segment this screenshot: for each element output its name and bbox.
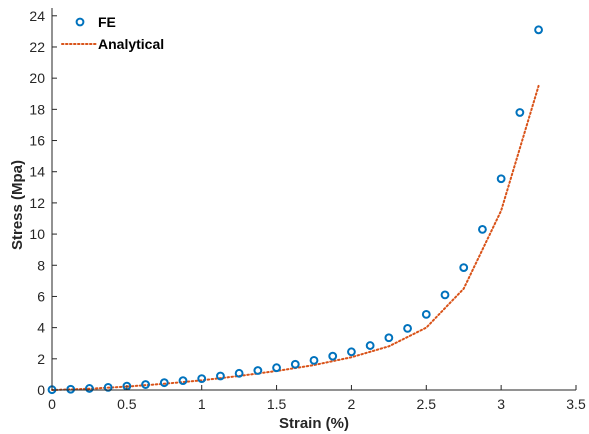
fe-data-point — [421, 309, 431, 319]
fe-data-point — [159, 378, 169, 388]
x-axis-label: Strain (%) — [279, 415, 349, 432]
x-tick-label: 1.5 — [267, 396, 287, 412]
fe-data-point — [403, 324, 412, 333]
y-tick-label: 14 — [29, 164, 45, 180]
legend-analytical-label: Analytical — [98, 36, 164, 52]
y-tick-label: 12 — [29, 195, 45, 211]
fe-data-point — [347, 347, 356, 357]
y-tick-label: 8 — [37, 257, 45, 273]
fe-data-point — [234, 368, 244, 378]
fe-data-point — [66, 384, 76, 394]
legend: FE Analytical — [61, 14, 164, 52]
x-tick-label: 2 — [348, 396, 356, 412]
fe-data-point — [85, 384, 94, 393]
y-tick-label: 16 — [29, 133, 45, 149]
y-tick-label: 20 — [29, 70, 45, 86]
fe-data-point — [496, 174, 506, 184]
x-tick-label: 0 — [48, 396, 56, 412]
x-tick-label: 0.5 — [117, 396, 137, 412]
fe-data-point — [328, 351, 338, 361]
x-axis: 0 0.5 1 1.5 2 2.5 3 3.5 — [48, 385, 586, 412]
fe-data-point — [478, 225, 487, 234]
legend-fe-marker — [75, 17, 85, 27]
y-tick-label: 2 — [37, 351, 45, 367]
y-tick-label: 22 — [29, 39, 45, 55]
fe-data-point — [290, 359, 300, 369]
fe-data-point — [459, 263, 469, 273]
fe-data-point — [253, 366, 263, 375]
fe-data-point — [103, 382, 113, 392]
x-tick-label: 1 — [198, 396, 206, 412]
y-tick-label: 6 — [37, 288, 45, 304]
fe-data-point — [216, 371, 225, 381]
fe-data-point — [515, 108, 525, 117]
x-tick-label: 2.5 — [417, 396, 437, 412]
analytical-series-line — [51, 84, 540, 391]
legend-fe-label: FE — [98, 14, 116, 30]
x-tick-label: 3 — [497, 396, 505, 412]
fe-data-point — [534, 25, 543, 35]
y-axis-label: Stress (Mpa) — [9, 160, 26, 250]
x-tick-label: 3.5 — [566, 396, 586, 412]
fe-data-point — [197, 374, 207, 384]
fe-data-point — [309, 355, 319, 365]
y-tick-label: 24 — [29, 8, 45, 24]
fe-data-point — [178, 376, 188, 386]
fe-data-point — [141, 380, 150, 389]
fe-data-point — [272, 363, 281, 373]
y-tick-label: 10 — [29, 226, 45, 242]
fe-data-point — [365, 341, 375, 350]
y-tick-label: 4 — [37, 320, 45, 336]
fe-data-point — [384, 333, 394, 343]
y-tick-label: 18 — [29, 101, 45, 117]
plot-area — [47, 25, 543, 395]
fe-data-point — [440, 290, 450, 300]
y-tick-label: 0 — [37, 382, 45, 398]
